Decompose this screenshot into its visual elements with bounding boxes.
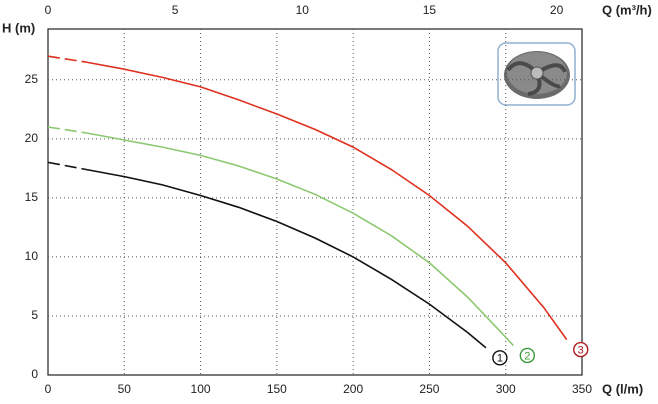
y-tick-label: 20 bbox=[25, 131, 39, 145]
curve-label: 3 bbox=[578, 344, 584, 356]
x-axis-title: Q (l/m) bbox=[602, 381, 643, 396]
y-tick-label: 0 bbox=[31, 367, 38, 381]
curve-line bbox=[47, 161, 87, 171]
curve-label-circle bbox=[573, 341, 589, 358]
curve-label: 2 bbox=[524, 350, 530, 362]
curve-line bbox=[85, 61, 568, 341]
y-tick-label: 15 bbox=[25, 190, 39, 204]
x-tick-label: 150 bbox=[267, 382, 287, 396]
x-tick-label: 100 bbox=[191, 382, 211, 396]
y-tick-label: 25 bbox=[25, 72, 39, 86]
impeller-image bbox=[497, 42, 576, 106]
x-tick-label: 300 bbox=[496, 382, 516, 396]
x-tick-label: 50 bbox=[118, 382, 132, 396]
x-tick-label: 0 bbox=[45, 382, 52, 396]
x2-tick-label: 15 bbox=[423, 3, 437, 17]
curve-line bbox=[47, 126, 87, 134]
curve-label-circle bbox=[492, 350, 508, 366]
curve-line bbox=[47, 55, 87, 63]
curve-line bbox=[85, 168, 487, 349]
x2-tick-label: 10 bbox=[296, 3, 310, 17]
curve-line bbox=[85, 132, 514, 347]
plot-frame bbox=[47, 28, 583, 376]
x2-axis-title: Q (m³/h) bbox=[602, 2, 652, 17]
curve-label-circle bbox=[519, 347, 536, 364]
y-tick-label: 10 bbox=[25, 249, 39, 263]
y-tick-label: 5 bbox=[31, 308, 38, 322]
curve-label: 1 bbox=[497, 353, 503, 365]
y-axis-title: H (m) bbox=[2, 20, 35, 35]
x2-tick-label: 0 bbox=[45, 3, 52, 17]
x2-tick-label: 5 bbox=[172, 3, 179, 17]
x-tick-label: 200 bbox=[343, 382, 363, 396]
x-tick-label: 250 bbox=[419, 382, 439, 396]
x2-tick-label: 20 bbox=[550, 3, 564, 17]
x-tick-label: 350 bbox=[572, 382, 592, 396]
